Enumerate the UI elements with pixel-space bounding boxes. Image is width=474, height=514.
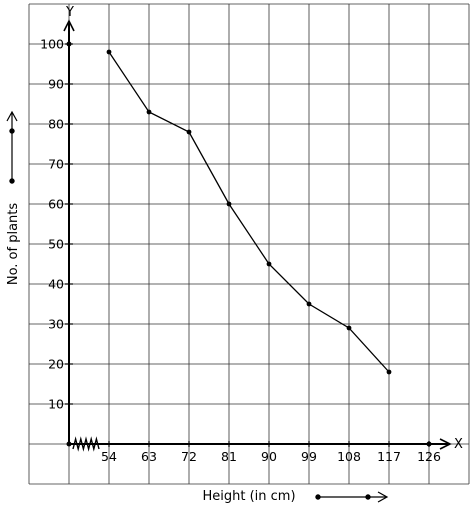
axis-break-zigzag-icon (72, 436, 100, 452)
axes (63, 19, 452, 452)
y-tick-label: 20 (48, 357, 64, 372)
y-tick-label: 80 (48, 117, 64, 132)
x-tick-label: 117 (377, 449, 401, 464)
x-tick-label: 99 (301, 449, 317, 464)
y-tick-label: 90 (48, 77, 64, 92)
y-axis-arrow-icon (63, 19, 75, 32)
data-point (306, 301, 312, 307)
series (106, 49, 392, 375)
data-point (226, 201, 232, 207)
y-axis-letter: Y (65, 5, 74, 20)
data-point (186, 129, 192, 135)
data-point (266, 261, 272, 267)
y-tick-label: 50 (48, 237, 64, 252)
data-point (386, 369, 392, 375)
data-point (106, 49, 112, 55)
x-direction-arrow-icon (315, 491, 389, 503)
origin-dot (66, 441, 72, 447)
x-tick-label: 63 (141, 449, 157, 464)
data-point (346, 325, 352, 331)
x-axis-arrow-icon (439, 438, 452, 450)
grid (28, 3, 470, 485)
y-tick-label: 60 (48, 197, 64, 212)
x-tick-label: 54 (101, 449, 117, 464)
y-direction-arrow-icon (6, 110, 18, 184)
y-axis-title: No. of plants (6, 203, 21, 286)
tick-labels: 54 63 72 81 90 99 108 117 126 10 20 30 40 50 60 70 80 90 1… (40, 37, 441, 465)
y-tick-label: 70 (48, 157, 64, 172)
y-tick-label: 10 (48, 397, 64, 412)
x-tick-label: 90 (261, 449, 277, 464)
data-point (146, 109, 152, 115)
x-tick-label: 81 (221, 449, 237, 464)
x-tick-label: 108 (337, 449, 361, 464)
x-axis-letter: X (454, 437, 463, 452)
y-tick-label: 30 (48, 317, 64, 332)
y-tick-label: 40 (48, 277, 64, 292)
x-tick-label: 126 (417, 449, 441, 464)
y-tick-label: 100 (40, 37, 64, 52)
series-line (108, 51, 390, 373)
x-axis-title: Height (in cm) (202, 489, 295, 504)
x-tick-label: 72 (181, 449, 197, 464)
